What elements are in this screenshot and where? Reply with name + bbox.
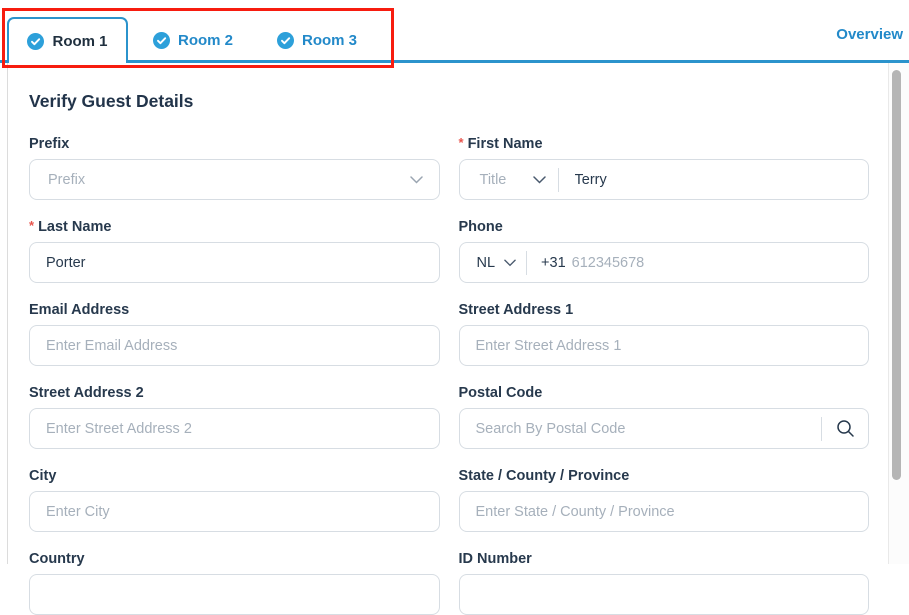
chevron-down-icon xyxy=(532,175,546,184)
guest-details-panel: Verify Guest Details Prefix Prefix * Fir… xyxy=(7,63,887,615)
tab-room-2[interactable]: Room 2 xyxy=(153,23,233,57)
last-name-input[interactable] xyxy=(30,243,439,282)
check-circle-icon xyxy=(27,32,45,50)
last-name-label: * Last Name xyxy=(29,218,112,236)
title-placeholder: Title xyxy=(479,171,507,188)
tab-label: Room 2 xyxy=(178,31,234,49)
city-input[interactable] xyxy=(30,492,439,531)
prefix-select[interactable]: Prefix xyxy=(30,160,439,199)
street-address-2-label: Street Address 2 xyxy=(29,385,144,401)
field-phone: Phone NL +31 xyxy=(458,219,869,283)
postal-code-input[interactable] xyxy=(459,409,821,448)
field-first-name: * First Name Title xyxy=(458,135,869,200)
tab-label: Room 1 xyxy=(52,32,108,50)
required-marker: * xyxy=(29,218,35,233)
first-name-label: * First Name xyxy=(458,135,543,153)
search-icon xyxy=(836,419,855,438)
chevron-down-icon xyxy=(409,175,423,184)
state-input[interactable] xyxy=(459,492,868,531)
first-name-input[interactable] xyxy=(558,160,868,199)
city-label: City xyxy=(29,468,57,484)
phone-input[interactable] xyxy=(565,243,868,282)
field-id-number: ID Number xyxy=(458,551,869,615)
field-last-name: * Last Name xyxy=(29,219,440,283)
page-title: Verify Guest Details xyxy=(29,91,194,111)
field-country: Country xyxy=(29,551,440,615)
field-postal-code: Postal Code xyxy=(458,385,869,449)
field-state: State / County / Province xyxy=(458,468,869,532)
field-prefix: Prefix Prefix xyxy=(29,136,440,200)
prefix-placeholder: Prefix xyxy=(48,171,86,188)
input-divider xyxy=(557,167,559,192)
prefix-label: Prefix xyxy=(29,136,70,152)
id-number-input[interactable] xyxy=(459,575,868,614)
phone-country-code: NL xyxy=(476,254,496,271)
phone-country-select[interactable]: NL xyxy=(460,243,527,282)
tab-room-1[interactable]: Room 1 xyxy=(7,17,128,63)
check-circle-icon xyxy=(277,31,294,49)
street-address-1-label: Street Address 1 xyxy=(458,302,574,318)
phone-label: Phone xyxy=(458,219,503,235)
required-marker: * xyxy=(458,135,464,150)
guest-details-form: Prefix Prefix * First Name Title xyxy=(29,136,869,615)
input-divider xyxy=(526,250,528,275)
field-email: Email Address xyxy=(29,302,440,366)
street-address-2-input[interactable] xyxy=(30,409,439,448)
country-select[interactable] xyxy=(30,575,439,614)
overview-link[interactable]: Overview xyxy=(836,26,903,43)
id-number-label: ID Number xyxy=(458,551,532,567)
email-input[interactable] xyxy=(30,326,439,365)
check-circle-icon xyxy=(153,31,170,49)
field-street-address-1: Street Address 1 xyxy=(458,302,869,366)
state-label: State / County / Province xyxy=(458,468,630,484)
postal-code-search-button[interactable] xyxy=(822,409,868,448)
postal-code-label: Postal Code xyxy=(458,385,543,401)
field-city: City xyxy=(29,468,440,532)
input-divider xyxy=(821,416,822,441)
chevron-down-icon xyxy=(504,259,516,267)
field-street-address-2: Street Address 2 xyxy=(29,385,440,449)
tab-label: Room 3 xyxy=(302,31,358,49)
country-label: Country xyxy=(29,551,85,567)
tab-room-3[interactable]: Room 3 xyxy=(277,23,357,57)
tabbar-underline xyxy=(0,60,909,63)
phone-dial-code: +31 xyxy=(541,254,566,271)
scrollbar-track[interactable] xyxy=(888,63,909,564)
title-select[interactable]: Title xyxy=(460,160,558,199)
email-label: Email Address xyxy=(29,302,130,318)
scrollbar-thumb[interactable] xyxy=(892,70,901,480)
street-address-1-input[interactable] xyxy=(459,326,868,365)
